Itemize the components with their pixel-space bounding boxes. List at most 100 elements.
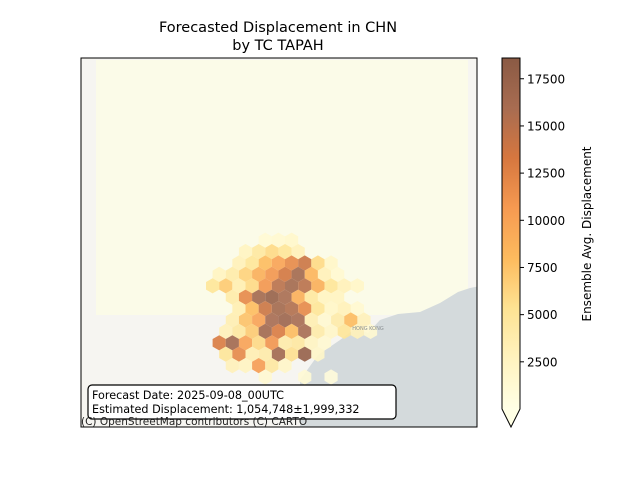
hexbin-cell — [357, 312, 371, 328]
colorbar-tick-label: 12500 — [527, 167, 565, 181]
hexbin-cell — [298, 301, 312, 317]
hexbin-cell — [265, 312, 279, 328]
hexbin-cell — [285, 323, 299, 339]
hexbin-cell — [317, 335, 332, 351]
hexbin-cell — [271, 232, 285, 248]
hexbin-cell — [232, 255, 246, 271]
hexbin-cell — [350, 301, 364, 317]
hexbin-cell — [311, 323, 325, 339]
hexbin-cell — [331, 312, 345, 328]
hexbin-cell — [278, 358, 292, 374]
hexbin-cell — [206, 278, 220, 294]
hexbin-cell — [271, 301, 285, 317]
hexbin-cell — [238, 289, 253, 305]
hexbin-cell — [337, 278, 351, 294]
hexbin-cell — [311, 278, 325, 294]
hexbin-cell — [324, 278, 338, 294]
hexbin-cell — [331, 289, 345, 305]
hexbin-cell — [232, 323, 246, 339]
hexbin-cell — [291, 289, 305, 305]
hexbin-cell — [252, 335, 266, 351]
hexbin-cell — [285, 301, 299, 317]
colorbar-tick-label: 2500 — [527, 355, 558, 369]
hexbin-cell — [291, 266, 305, 282]
hexbin-cell — [258, 323, 272, 339]
hexbin-cell — [225, 358, 239, 374]
hexbin-cell — [278, 266, 292, 282]
chart-title-line1: Forecasted Displacement in CHN — [159, 20, 397, 36]
hexbin-cell — [212, 266, 226, 282]
hexbin-cell — [219, 278, 233, 294]
annotation-box: Forecast Date: 2025-09-08_00UTC Estimate… — [87, 384, 397, 420]
hexbin-cell — [265, 289, 279, 305]
chart-title-line2: by TC TAPAH — [232, 38, 323, 54]
hexbin-cell — [271, 278, 285, 294]
hexbin-cell — [271, 346, 285, 362]
colorbar: 2500 5000 7500 10000 12500 15000 17500 Ensembl… — [501, 57, 594, 429]
hexbin-cell — [344, 312, 358, 328]
annotation-box-bg — [87, 384, 397, 420]
hexbin-cell — [291, 335, 305, 351]
annotation-forecast-date: Forecast Date: 2025-09-08_00UTC — [92, 389, 284, 402]
hexbin-cell — [232, 278, 246, 294]
hexbin-cell — [298, 346, 312, 362]
hexbin-cell — [252, 244, 266, 260]
colorbar-label: Ensemble Avg. Displacement — [580, 146, 594, 321]
hexbin-cell — [311, 255, 325, 271]
hexbin-cell — [271, 323, 285, 339]
hexbin-cell — [285, 255, 299, 271]
hexbin-cell — [278, 312, 292, 328]
hexbin-cell — [245, 346, 259, 362]
hexbin-cell — [304, 289, 318, 305]
hexbin-cell — [238, 266, 253, 282]
hexbin-cell — [245, 301, 259, 317]
hexbin-cell — [258, 255, 272, 271]
hexbin-cell — [225, 266, 239, 282]
hexbin-cell — [350, 278, 364, 294]
map-label-hong-kong: HONG KONG — [352, 326, 384, 332]
hexbin-cell — [265, 244, 279, 260]
hexbin-cell — [298, 323, 312, 339]
hexbin-cell — [225, 289, 239, 305]
hexbin-cell — [311, 346, 325, 362]
hexbin-cell — [324, 301, 338, 317]
hexbin-cell — [258, 369, 272, 385]
hexbin-cell — [265, 335, 279, 351]
hexbin-cell — [245, 255, 259, 271]
hexbin-cell — [238, 335, 253, 351]
hexbin-cell — [265, 266, 279, 282]
hexbin-cell — [252, 266, 266, 282]
hexbin-cell — [225, 335, 239, 351]
hexbin-cell — [304, 312, 318, 328]
hexbin-cell — [317, 312, 332, 328]
hexbin-cell — [219, 346, 233, 362]
hexbin-cell — [225, 312, 239, 328]
hexbin-cell — [278, 289, 292, 305]
hexbin-cell — [265, 358, 279, 374]
annotation-estimated-displacement: Estimated Displacement: 1,054,748±1,999,… — [92, 403, 360, 416]
hexbin-cell — [363, 323, 378, 339]
hexbin-cell — [232, 301, 246, 317]
hexbin-cell — [291, 244, 305, 260]
hexbin-cell — [337, 301, 351, 317]
colorbar-tick-label: 10000 — [527, 214, 565, 228]
hexbin-cell — [245, 323, 259, 339]
hexbin-cell — [252, 289, 266, 305]
colorbar-extend-triangle — [502, 409, 520, 427]
hexbin-cell — [258, 278, 272, 294]
hexbin-cell — [350, 323, 364, 339]
hexbin-cell — [258, 232, 272, 248]
hexbin-cell — [311, 301, 325, 317]
colorbar-tick-label: 7500 — [527, 261, 558, 275]
hexbin-cell — [238, 244, 253, 260]
hexbin-cell — [317, 266, 332, 282]
hexbin-cell — [337, 323, 351, 339]
hexbin-cell — [245, 278, 259, 294]
hexbin-cell — [298, 369, 312, 385]
hexbin-cell — [278, 335, 292, 351]
hexbin-cell — [252, 312, 266, 328]
hexbin-cell — [324, 369, 338, 385]
colorbar-outline — [501, 57, 521, 429]
map-attribution: (C) OpenStreetMap contributors (C) CARTO — [81, 416, 307, 428]
